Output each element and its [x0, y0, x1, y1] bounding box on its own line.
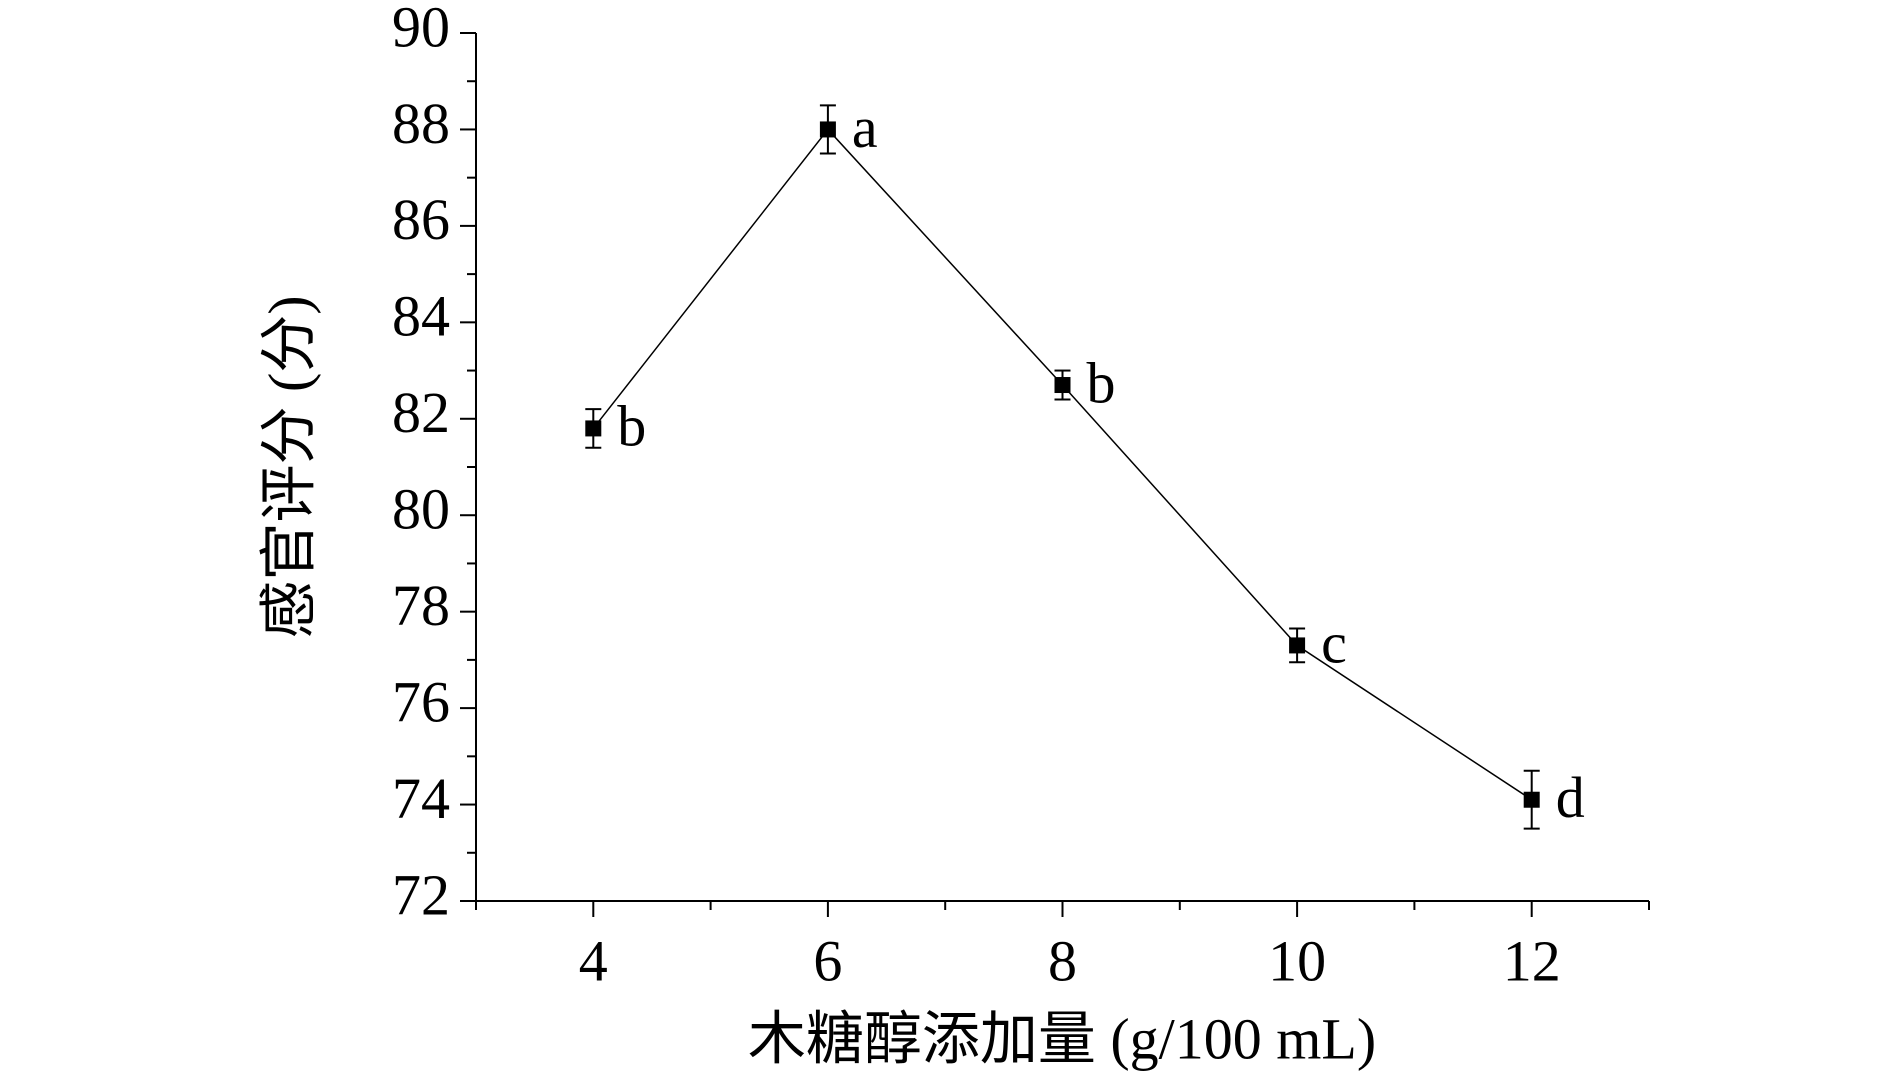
x-tick-label: 8: [1048, 928, 1077, 993]
y-tick-label: 76: [392, 669, 450, 734]
y-tick-label: 78: [392, 573, 450, 638]
y-tick-label: 82: [392, 380, 450, 445]
y-tick-label: 88: [392, 91, 450, 156]
y-tick-label: 84: [392, 284, 450, 349]
point-label: b: [617, 394, 646, 459]
x-tick-label: 6: [813, 928, 842, 993]
y-tick-label: 86: [392, 187, 450, 252]
point-label: b: [1087, 350, 1116, 415]
data-point: [585, 420, 602, 437]
data-line: [592, 128, 1533, 801]
point-label: a: [852, 95, 878, 160]
y-tick-label: 90: [392, 0, 450, 59]
y-axis-label: 感官评分 (分): [256, 295, 321, 638]
x-axis-label: 木糖醇添加量 (g/100 mL): [748, 1006, 1376, 1071]
y-tick-label: 72: [392, 862, 450, 927]
point-label: c: [1321, 611, 1347, 676]
x-tick-label: 10: [1268, 928, 1326, 993]
x-tick-label: 12: [1503, 928, 1561, 993]
data-point: [819, 121, 836, 138]
x-tick-label: 4: [579, 928, 608, 993]
data-point: [1054, 377, 1071, 394]
data-point: [1523, 791, 1540, 808]
y-tick-label: 80: [392, 477, 450, 542]
y-tick-label: 74: [392, 766, 450, 831]
point-label: d: [1556, 765, 1585, 830]
data-point: [1289, 637, 1306, 654]
